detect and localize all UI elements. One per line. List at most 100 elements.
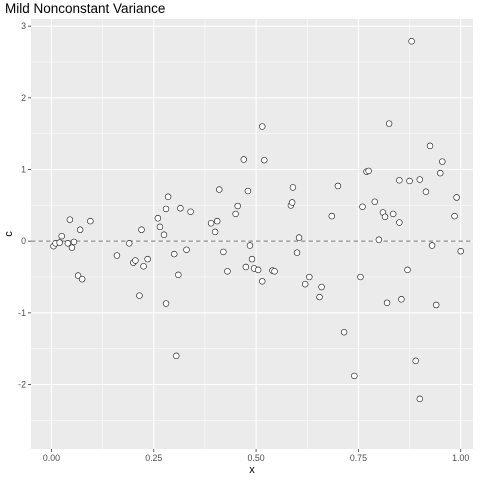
y-axis-title: c	[3, 231, 15, 237]
data-point	[454, 195, 460, 201]
data-point	[165, 194, 171, 200]
data-point	[423, 189, 429, 195]
data-point	[458, 248, 464, 254]
data-point	[87, 218, 93, 224]
data-point	[77, 227, 83, 233]
data-point	[161, 232, 167, 238]
data-point	[220, 249, 226, 255]
y-tick-label: -2	[18, 380, 26, 390]
data-point	[437, 170, 443, 176]
data-point	[341, 329, 347, 335]
data-point	[319, 284, 325, 290]
data-point	[225, 268, 231, 274]
data-point	[427, 143, 433, 149]
data-point	[163, 301, 169, 307]
x-axis: 0.00 0.25 0.50 0.75 1.00	[43, 449, 469, 463]
data-point	[255, 267, 261, 273]
data-point	[241, 157, 247, 163]
x-tick-label: 1.00	[452, 453, 469, 463]
data-point	[396, 177, 402, 183]
data-point	[184, 247, 190, 253]
data-point	[145, 256, 151, 262]
data-point	[376, 237, 382, 243]
data-point	[417, 396, 423, 402]
data-point	[216, 187, 222, 193]
data-point	[214, 218, 220, 224]
data-point	[132, 258, 138, 264]
data-point	[302, 281, 308, 287]
data-point	[358, 274, 364, 280]
data-point	[208, 220, 214, 226]
data-point	[249, 256, 255, 262]
x-tick-label: 0.00	[43, 453, 60, 463]
data-point	[243, 264, 249, 270]
data-point	[382, 214, 388, 220]
y-tick-label: -1	[18, 308, 26, 318]
data-point	[398, 296, 404, 302]
data-point	[259, 278, 265, 284]
data-point	[296, 235, 302, 241]
data-point	[407, 178, 413, 184]
data-point	[360, 204, 366, 210]
data-point	[177, 205, 183, 211]
x-tick-label: 0.75	[350, 453, 367, 463]
data-point	[155, 215, 161, 221]
data-point	[141, 263, 147, 269]
data-point	[175, 272, 181, 278]
data-point	[317, 294, 323, 300]
data-point	[69, 245, 75, 251]
data-point	[429, 243, 435, 249]
data-point	[386, 121, 392, 127]
x-axis-title: x	[249, 464, 255, 476]
data-point	[59, 233, 65, 239]
data-point	[247, 243, 253, 249]
data-point	[173, 353, 179, 359]
y-tick-label: 0	[21, 236, 26, 246]
data-point	[171, 251, 177, 257]
data-point	[67, 217, 73, 223]
data-point	[289, 200, 295, 206]
data-point	[351, 373, 357, 379]
data-point	[329, 213, 335, 219]
y-tick-label: 3	[21, 21, 26, 31]
data-point	[366, 168, 372, 174]
data-point	[71, 239, 77, 245]
data-point	[212, 229, 218, 235]
data-point	[405, 267, 411, 273]
data-point	[390, 211, 396, 217]
y-axis: -2 -1 0 1 2 3	[18, 21, 31, 389]
data-point	[163, 206, 169, 212]
data-point	[294, 250, 300, 256]
data-point	[261, 157, 267, 163]
data-point	[306, 274, 312, 280]
data-point	[335, 183, 341, 189]
data-point	[396, 220, 402, 226]
data-point	[79, 276, 85, 282]
data-point	[157, 224, 163, 230]
data-point	[413, 358, 419, 364]
data-point	[409, 38, 415, 44]
x-tick-label: 0.50	[248, 453, 265, 463]
data-point	[417, 177, 423, 183]
data-point	[384, 300, 390, 306]
data-point	[188, 209, 194, 215]
y-tick-label: 2	[21, 93, 26, 103]
x-tick-label: 0.25	[145, 453, 162, 463]
data-point	[433, 302, 439, 308]
data-point	[126, 240, 132, 246]
data-point	[439, 159, 445, 165]
data-point	[139, 227, 145, 233]
y-tick-label: 1	[21, 165, 26, 175]
data-point	[137, 293, 143, 299]
data-point	[57, 240, 63, 246]
data-point	[245, 188, 251, 194]
data-point	[233, 211, 239, 217]
data-point	[259, 124, 265, 130]
data-point	[452, 213, 458, 219]
data-point	[372, 199, 378, 205]
data-point	[272, 268, 278, 274]
data-point	[114, 253, 120, 259]
data-point	[290, 185, 296, 191]
data-point	[235, 203, 241, 209]
